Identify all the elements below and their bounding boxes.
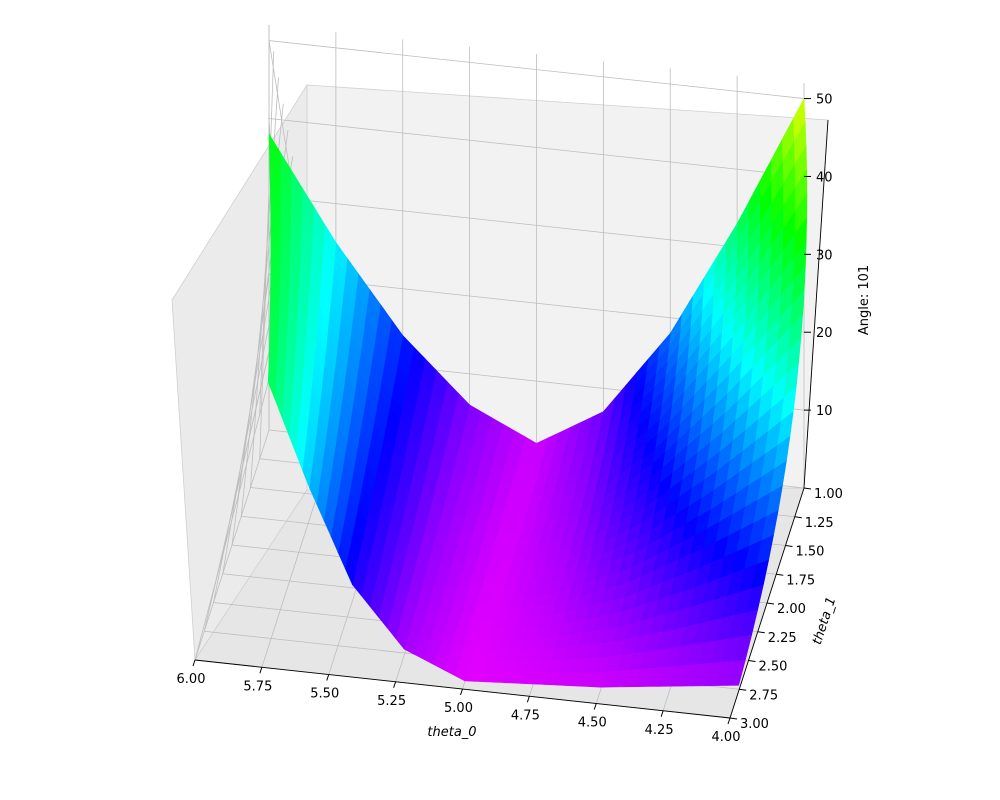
x-tick-label: 5.75 [243, 679, 272, 694]
z-tick-label: 20 [816, 326, 833, 341]
surface [267, 97, 808, 688]
y-tick-mark [748, 660, 756, 662]
y-tick-label: 1.25 [805, 516, 834, 531]
y-tick-label: 2.00 [777, 602, 806, 617]
y-tick-mark [785, 545, 793, 547]
x-tick-label: 4.50 [578, 716, 607, 731]
y-tick-mark [739, 688, 747, 691]
x-tick-label: 5.50 [310, 687, 339, 702]
y-tick-mark [794, 516, 802, 519]
y-tick-label: 3.00 [740, 717, 769, 732]
x-axis-label: theta_0 [427, 725, 476, 740]
y-tick-label: 2.75 [749, 688, 778, 703]
y-tick-label: 1.75 [786, 573, 815, 588]
x-tick-label: 5.25 [377, 694, 406, 709]
z-tick-labels: 10 20 30 40 50 [804, 93, 833, 419]
surface-patch [267, 371, 276, 400]
x-tick-label: 6.00 [177, 672, 206, 687]
y-tick-label: 2.50 [759, 660, 788, 675]
x-tick-label: 5.00 [444, 701, 473, 716]
x-tick-label: 4.75 [511, 708, 540, 723]
z-axis-line [803, 119, 829, 489]
z-tick-label: 50 [816, 93, 833, 108]
x-tick-labels: 6.00 5.75 5.50 5.25 5.00 4.75 4.50 4.25 4.00 [177, 659, 741, 745]
y-tick-mark [766, 602, 775, 605]
grid-line [259, 195, 805, 415]
x-tick-label: 4.00 [712, 730, 741, 745]
y-tick-label: 1.00 [814, 487, 843, 502]
y-tick-mark [757, 631, 765, 634]
y-tick-labels: 1.00 1.25 1.50 1.75 2.00 2.25 2.50 2.75 3.00 [729, 487, 843, 732]
y-tick-label: 2.25 [768, 631, 797, 646]
z-axis-label: Angle: 101 [857, 265, 872, 335]
z-tick-label: 40 [816, 170, 833, 185]
y-tick-label: 1.50 [796, 545, 825, 560]
x-tick-mark [393, 681, 397, 688]
x-tick-mark [192, 659, 196, 667]
z-tick-label: 30 [816, 248, 833, 263]
x-tick-mark [727, 717, 731, 725]
y-tick-mark [803, 487, 812, 490]
y-tick-mark [776, 573, 784, 576]
grid-line [237, 273, 805, 497]
x-tick-mark [593, 703, 597, 710]
x-tick-label: 4.25 [645, 723, 674, 738]
x-tick-mark [526, 696, 530, 703]
x-tick-mark [460, 688, 463, 696]
y-axis-label: theta_1 [810, 595, 839, 646]
x-tick-mark [660, 710, 664, 717]
x-tick-mark [259, 667, 263, 674]
x-tick-mark [326, 674, 330, 681]
y-tick-mark [729, 717, 738, 720]
z-tick-label: 10 [816, 404, 833, 419]
